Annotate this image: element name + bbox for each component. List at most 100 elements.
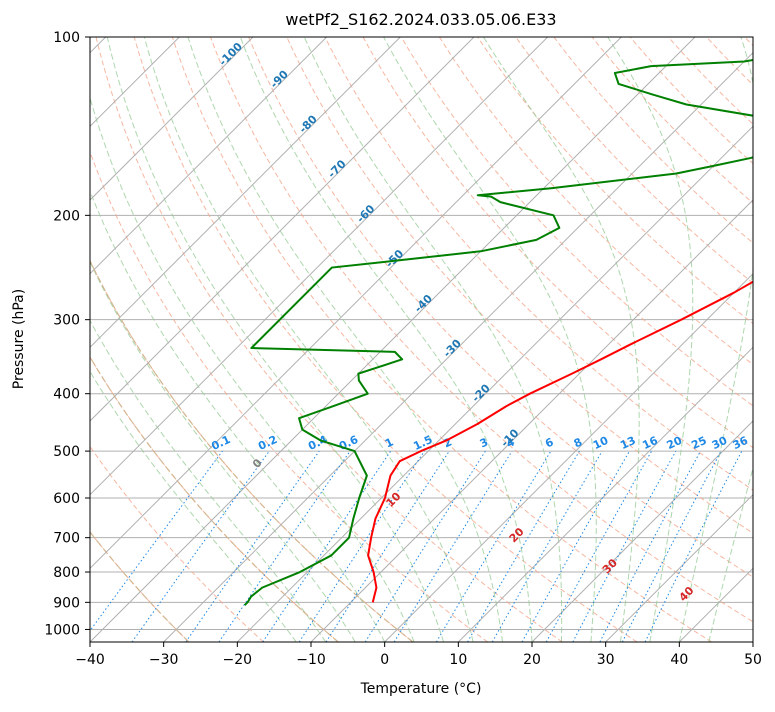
moist-adiabat-label: 30 [600, 556, 620, 576]
y-tick-label: 1000 [44, 622, 80, 638]
dry-adiabat-line [0, 37, 338, 642]
isotherm-label: -10 [498, 426, 521, 449]
isotherm-line [0, 37, 474, 642]
moist-adiabat-line [240, 37, 532, 642]
x-tick-label: 0 [380, 652, 389, 668]
isotherm-label: -100 [216, 40, 245, 69]
plot-frame [90, 37, 753, 642]
x-tick-label: 40 [670, 652, 688, 668]
y-axis-label: Pressure (hPa) [11, 289, 27, 389]
isotherm-label: -50 [383, 247, 406, 270]
isotherm-line [532, 37, 775, 642]
dry-adiabat-line [134, 37, 637, 642]
x-tick-label: −20 [223, 652, 253, 668]
y-tick-label: 200 [53, 208, 80, 224]
mixing-ratio-label: 20 [665, 434, 685, 452]
y-tick-label: 600 [53, 491, 80, 507]
isotherm-line [0, 37, 253, 642]
mixing-ratio-label: 13 [618, 434, 637, 452]
mixing-ratio-label: 6 [543, 435, 556, 450]
isotherm-label: -20 [469, 381, 492, 404]
mixing-ratio-line [546, 451, 651, 642]
dry-adiabat-line [58, 37, 488, 642]
isotherm-line [237, 37, 775, 642]
mixing-ratio-line [436, 451, 550, 642]
mixing-ratio-line [263, 451, 391, 642]
mixing-ratio-line [468, 451, 580, 642]
x-tick-label: 10 [449, 652, 467, 668]
reference-curve [0, 37, 338, 642]
dry-adiabat-line [0, 37, 264, 642]
dewpoint-profile-line [245, 37, 775, 605]
moist-adiabat-label: 20 [507, 525, 527, 545]
isotherm-line [90, 37, 695, 642]
dry-adiabat-line [745, 37, 775, 642]
reference-curve [0, 37, 189, 642]
isotherm-label: -80 [297, 112, 320, 135]
isotherm-line [458, 37, 775, 642]
moist-adiabat-line [679, 37, 760, 642]
x-axis: −40 −30 −20 −10 0 10 20 30 40 50 [75, 642, 762, 668]
moist-adiabat-line [608, 37, 693, 642]
x-tick-label: −10 [296, 652, 326, 668]
isotherm-label: -70 [325, 157, 348, 180]
moist-adiabats [0, 37, 775, 642]
mixing-ratio-label: 0.2 [256, 433, 279, 453]
isotherm-line [0, 37, 327, 642]
isotherm-line [753, 37, 775, 642]
mixing-ratio-line [219, 451, 350, 642]
isotherm-label: -40 [412, 292, 435, 315]
y-tick-label: 700 [53, 531, 80, 547]
y-tick-label: 300 [53, 313, 80, 329]
isotherm-line [16, 37, 621, 642]
mixing-ratio-line [82, 451, 223, 642]
x-tick-label: −40 [75, 652, 105, 668]
isotherm-line [164, 37, 769, 642]
isotherm-label: -30 [441, 337, 464, 360]
y-tick-label: 900 [53, 595, 80, 611]
reference-curve [20, 37, 413, 642]
dry-adiabat-line [707, 37, 775, 642]
reference-curves [0, 37, 413, 642]
dry-adiabat-line [668, 37, 775, 642]
mixing-ratio-line [326, 451, 449, 642]
x-tick-label: −30 [149, 652, 179, 668]
y-tick-label: 500 [53, 444, 80, 460]
moist-adiabat-line [483, 37, 639, 642]
chart-title: wetPf2_S162.2024.033.05.06.E33 [285, 10, 556, 30]
y-tick-label: 100 [53, 30, 80, 46]
dry-adiabat-line [516, 37, 775, 642]
moist-adiabat-line [0, 37, 326, 642]
mixing-ratio-label: 36 [731, 434, 751, 452]
mixing-ratio-label: 0.1 [209, 433, 232, 453]
mixing-ratio-label: 25 [689, 434, 708, 452]
mixing-ratio-label: 1 [383, 435, 395, 450]
dry-adiabat-line [20, 37, 413, 642]
x-tick-label: 30 [597, 652, 615, 668]
moist-adiabat-line [304, 37, 561, 642]
dry-adiabat-line [592, 37, 775, 642]
sounding-profiles [245, 37, 775, 605]
isotherm-label: -60 [354, 202, 377, 225]
mixing-ratio-label: 16 [640, 434, 660, 452]
x-tick-label: 50 [744, 652, 762, 668]
mixing-ratio-label: 3 [478, 435, 490, 450]
mixing-ratio-label: 30 [710, 434, 730, 452]
x-tick-label: 20 [523, 652, 541, 668]
isotherm-label: -90 [268, 68, 291, 91]
y-axis: 100 200 300 400 500 600 700 800 900 1000 [44, 30, 90, 638]
y-tick-label: 800 [53, 565, 80, 581]
isotherm-line [385, 37, 775, 642]
moist-adiabat-label: 40 [677, 584, 697, 604]
mixing-ratio-label: 10 [591, 434, 611, 452]
isotherm-line [679, 37, 775, 642]
isotherm-line [0, 37, 400, 642]
isotherm-line [311, 37, 775, 642]
x-axis-label: Temperature (°C) [360, 681, 482, 697]
dry-adiabat-line [0, 37, 189, 642]
y-tick-label: 400 [53, 387, 80, 403]
